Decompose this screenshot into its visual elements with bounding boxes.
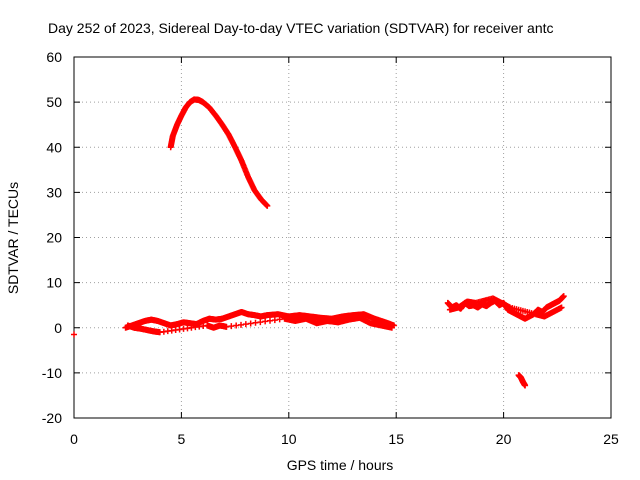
data-points: [71, 96, 567, 389]
data-point: [560, 293, 567, 300]
y-tick-label: 30: [46, 184, 62, 200]
series-arc-high: [167, 96, 271, 209]
x-tick-label: 15: [388, 431, 404, 447]
y-tick-label: -10: [42, 365, 62, 381]
y-tick-label: -20: [42, 410, 62, 426]
y-axis-tick-labels: -20 -10 0 10 20 30 40 50 60: [42, 49, 62, 426]
y-tick-label: 50: [46, 94, 62, 110]
y-tick-label: 0: [54, 320, 62, 336]
data-point: [71, 331, 77, 338]
data-point: [388, 324, 395, 331]
chart-title: Day 252 of 2023, Sidereal Day-to-day VTE…: [48, 20, 554, 36]
y-tick-label: 60: [46, 49, 62, 65]
x-tick-label: 25: [603, 431, 619, 447]
x-axis-tick-labels: 0 5 10 15 20 25: [70, 431, 619, 447]
x-axis-label: GPS time / hours: [287, 457, 394, 473]
data-point: [522, 382, 529, 389]
y-axis-label: SDTVAR / TECUs: [5, 182, 21, 294]
data-point: [558, 304, 565, 311]
series-outlier: [71, 331, 77, 338]
y-tick-label: 40: [46, 139, 62, 155]
data-point: [264, 202, 271, 209]
x-tick-label: 0: [70, 431, 78, 447]
y-tick-label: 20: [46, 230, 62, 246]
series-late-band-2: [446, 295, 565, 320]
grid-lines: [74, 57, 611, 418]
axis-ticks: [73, 56, 612, 419]
x-tick-label: 5: [178, 431, 186, 447]
series-low-band-2: [124, 314, 395, 336]
x-tick-label: 10: [281, 431, 297, 447]
series-late-dip: [515, 372, 529, 389]
y-tick-label: 10: [46, 275, 62, 291]
x-tick-label: 20: [496, 431, 512, 447]
